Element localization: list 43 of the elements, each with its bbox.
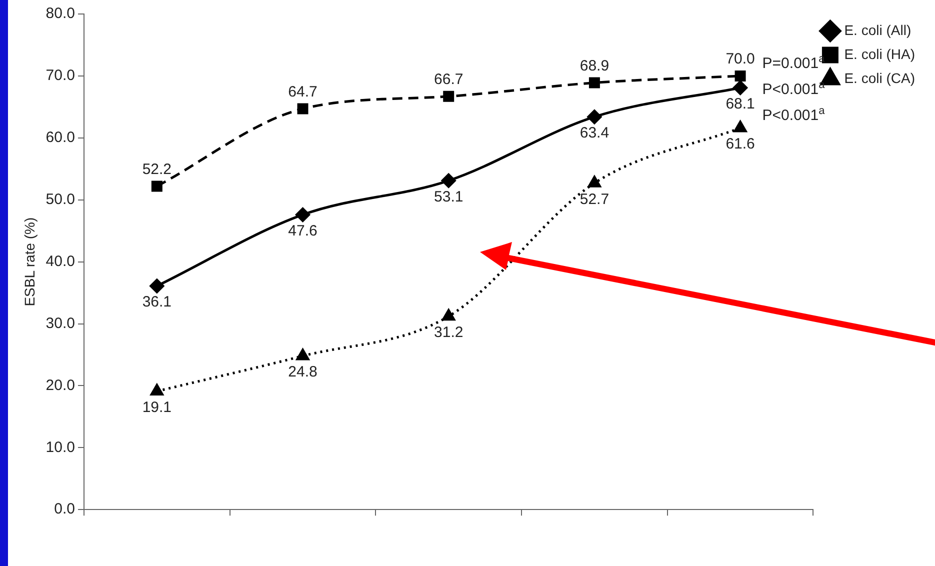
data-label: 53.1: [434, 188, 464, 206]
point: [150, 278, 164, 294]
y-tick-label: 60.0: [46, 129, 75, 146]
data-label: 36.1: [142, 294, 172, 311]
point: [587, 110, 602, 124]
y-tick-label: 80.0: [46, 5, 75, 22]
data-label: 68.9: [580, 57, 610, 74]
data-label: 52.2: [142, 160, 172, 178]
y-tick-label: 70.0: [46, 67, 75, 84]
point: [442, 309, 456, 321]
data-label: 63.4: [580, 124, 610, 142]
data-label: 24.8: [288, 364, 318, 381]
data-label: 66.7: [434, 71, 464, 88]
y-tick-label: 0.0: [54, 500, 75, 518]
point: [588, 176, 601, 188]
data-label: 52.7: [580, 190, 610, 208]
point: [296, 207, 310, 222]
data-label: 19.1: [142, 398, 172, 416]
y-tick-label: 50.0: [46, 190, 75, 208]
y-tick-label: 10.0: [46, 438, 75, 456]
y-axis-title: ESBL rate (%): [21, 217, 38, 306]
y-tick-label: 20.0: [46, 376, 75, 394]
data-label: 61.6: [726, 136, 755, 153]
point: [588, 77, 600, 88]
data-label: 47.6: [288, 222, 318, 240]
point: [441, 173, 456, 188]
point: [296, 348, 310, 360]
point: [734, 120, 747, 132]
data-label: 31.2: [434, 324, 464, 341]
y-tick-label: 30.0: [46, 314, 75, 332]
point: [733, 80, 748, 95]
data-label: 64.7: [288, 83, 318, 100]
point: [151, 180, 162, 192]
y-tick-label: 40.0: [46, 252, 75, 270]
point: [443, 90, 454, 102]
data-label: 70.0: [726, 50, 755, 68]
data-label: 68.1: [726, 95, 755, 112]
point: [297, 103, 308, 114]
legend-label: E. coli (HA): [844, 46, 916, 62]
point: [734, 70, 746, 82]
legend-label: E. coli (All): [844, 22, 912, 38]
point: [150, 384, 164, 396]
legend-label: E. coli (CA): [844, 70, 916, 86]
